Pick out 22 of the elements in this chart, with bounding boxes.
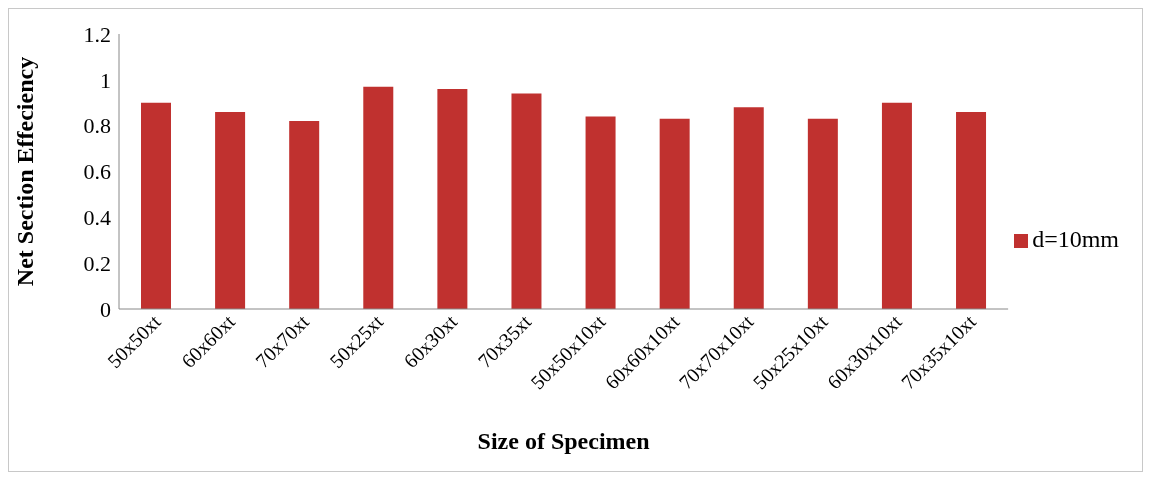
- bar: [511, 93, 542, 309]
- y-axis-title: Net Section Effeciency: [11, 56, 38, 287]
- bar: [215, 111, 246, 309]
- y-tick-label: 0.6: [83, 159, 111, 185]
- y-tick-label: 0: [100, 296, 111, 322]
- bar: [733, 107, 764, 309]
- bar: [363, 86, 394, 309]
- y-tick-label: 1: [100, 67, 111, 93]
- legend-label: d=10mm: [1032, 225, 1119, 252]
- bar: [289, 121, 320, 309]
- bar: [437, 89, 468, 309]
- bar: [807, 118, 838, 309]
- y-tick-label: 0.2: [83, 250, 111, 276]
- bar: [585, 116, 616, 309]
- bar: [881, 102, 912, 309]
- y-tick-label: 1.2: [83, 21, 111, 47]
- y-tick-label: 0.4: [83, 205, 111, 231]
- bar: [956, 111, 987, 309]
- bar: [659, 118, 690, 309]
- x-axis-title: Size of Specimen: [477, 428, 650, 454]
- y-tick-label: 0.8: [83, 113, 111, 139]
- bar: [141, 102, 171, 309]
